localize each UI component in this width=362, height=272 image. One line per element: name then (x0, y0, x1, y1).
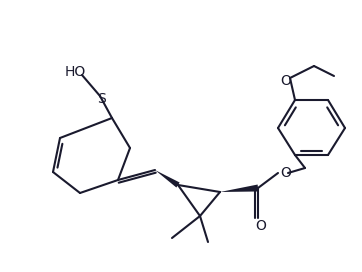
Text: S: S (97, 92, 105, 106)
Text: O: O (281, 74, 291, 88)
Polygon shape (220, 184, 258, 192)
Text: O: O (256, 219, 266, 233)
Polygon shape (155, 170, 180, 187)
Text: HO: HO (64, 65, 86, 79)
Text: O: O (281, 166, 291, 180)
